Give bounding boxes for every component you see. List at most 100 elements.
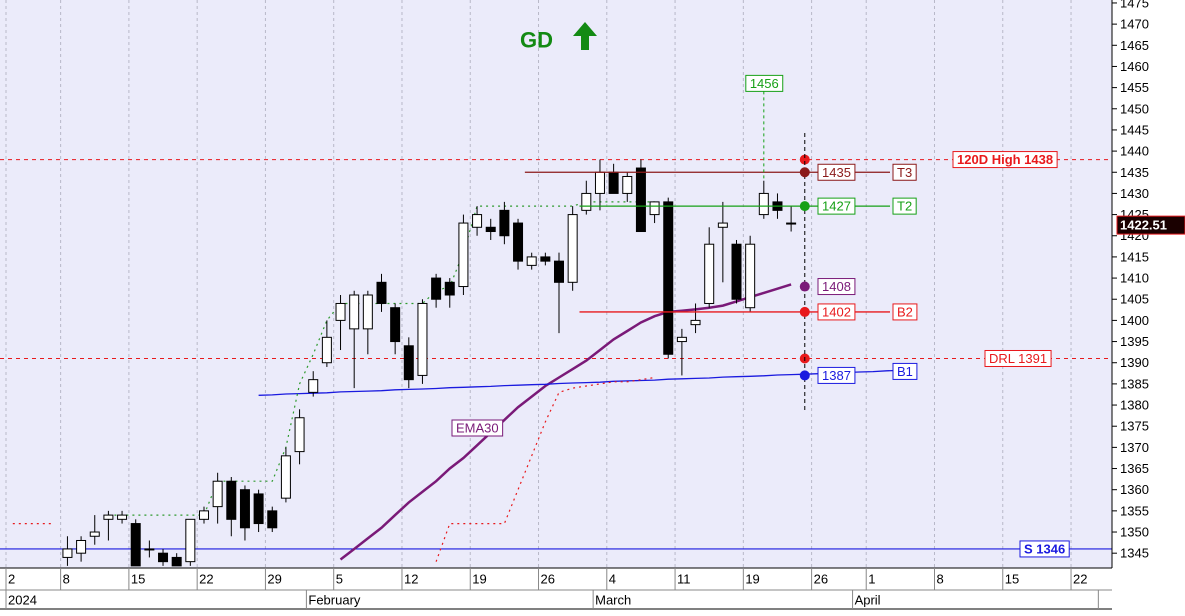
- y-tick-label: 1435: [1120, 165, 1149, 180]
- candle-body: [280, 455, 291, 499]
- x-tick-label: 5: [336, 572, 343, 587]
- level-label: S 1346: [1024, 541, 1065, 556]
- x-tick-label: 8: [63, 572, 70, 587]
- candle-body: [130, 523, 141, 567]
- level-dot: [799, 154, 810, 165]
- series-line: [12, 376, 655, 562]
- x-tick-label: 22: [1073, 572, 1087, 587]
- x-tick-label: 1: [868, 572, 875, 587]
- candle-body: [554, 260, 564, 283]
- series-name-label-box: [892, 362, 918, 380]
- x-tick-label: 19: [745, 572, 759, 587]
- x-tick-label: 11: [677, 572, 691, 587]
- candle-body: [540, 256, 551, 262]
- target-name-label: T3: [897, 165, 912, 180]
- y-tick-label: 1475: [1120, 0, 1149, 10]
- x-tick-label: 26: [541, 572, 555, 587]
- up-arrow: [573, 22, 597, 50]
- x-month-label: March: [595, 593, 631, 608]
- candle-body: [89, 531, 100, 537]
- target-value-label-box: [817, 163, 856, 181]
- series-end-label: 1387: [822, 368, 851, 383]
- x-month-label: April: [855, 593, 881, 608]
- y-tick-label: 1355: [1120, 503, 1149, 518]
- target-value-label-box: [817, 303, 856, 321]
- candle-body: [212, 480, 223, 508]
- candle-body: [403, 345, 414, 381]
- y-tick-label: 1345: [1120, 546, 1149, 561]
- x-tick-label: 4: [609, 572, 616, 587]
- candle-body: [485, 226, 496, 233]
- candle-body: [376, 281, 387, 304]
- candle-body: [267, 510, 278, 529]
- y-tick-label: 1460: [1120, 59, 1149, 74]
- target-high-label: 1456: [750, 76, 779, 91]
- series-end-dot: [799, 370, 810, 381]
- x-tick-label: 2: [8, 572, 15, 587]
- candle-body: [239, 489, 250, 529]
- y-tick-label: 1365: [1120, 461, 1149, 476]
- y-tick-label: 1395: [1120, 334, 1149, 349]
- y-tick-label: 1455: [1120, 80, 1149, 95]
- candle-body: [526, 256, 537, 266]
- candle-body: [676, 336, 687, 343]
- candle-body: [567, 214, 578, 283]
- series-name-label: B1: [897, 364, 913, 379]
- candle-body: [458, 222, 469, 288]
- target-value-label: 1402: [822, 304, 851, 319]
- level-label-box: [1019, 540, 1070, 558]
- y-tick-label: 1380: [1120, 398, 1149, 413]
- level-label-box: [952, 151, 1058, 169]
- y-tick-label: 1350: [1120, 525, 1149, 540]
- target-dot: [799, 167, 810, 178]
- candle-body: [758, 192, 769, 216]
- x-tick-label: 15: [131, 572, 145, 587]
- y-tick-label: 1375: [1120, 419, 1149, 434]
- series-line: [339, 283, 792, 561]
- target-dot: [799, 201, 810, 212]
- level-label-box: [984, 349, 1052, 367]
- target-name-label: B2: [897, 304, 913, 319]
- candle-body: [472, 214, 483, 228]
- y-tick-label: 1385: [1120, 376, 1149, 391]
- candle-body: [349, 294, 360, 330]
- last-price-box: [1116, 215, 1185, 235]
- x-tick-label: 12: [404, 572, 418, 587]
- y-tick-label: 1405: [1120, 292, 1149, 307]
- candle-body: [745, 243, 756, 309]
- target-name-label-box: [892, 163, 917, 181]
- candle-body: [594, 171, 605, 194]
- plot-background: [0, 0, 1112, 568]
- candle-body: [444, 281, 455, 296]
- candle-body: [649, 201, 660, 216]
- y-tick-label: 1465: [1120, 38, 1149, 53]
- candle-body: [499, 209, 510, 237]
- candle-body: [226, 480, 237, 520]
- series-end-dot: [799, 281, 810, 292]
- target-high-label-box: [745, 74, 784, 92]
- candle-body: [513, 222, 524, 262]
- x-tick-label: 22: [199, 572, 213, 587]
- target-value-label: 1435: [822, 165, 851, 180]
- x-tick-label: 19: [472, 572, 486, 587]
- y-tick-label: 1415: [1120, 249, 1149, 264]
- candle-body: [117, 514, 128, 520]
- candle-body: [335, 302, 346, 321]
- candle-body: [622, 175, 633, 194]
- y-tick-label: 1440: [1120, 144, 1149, 159]
- target-dot: [799, 306, 810, 317]
- x-tick-label: 15: [1005, 572, 1019, 587]
- candle-body: [158, 552, 169, 563]
- plot-area: [0, 0, 1112, 568]
- series-end-label-box: [817, 366, 856, 384]
- series-end-label: 1408: [822, 279, 851, 294]
- level-label: DRL 1391: [989, 351, 1047, 366]
- candle-body: [608, 171, 619, 194]
- candle-body: [663, 201, 674, 355]
- series-name-label-box: [451, 419, 504, 437]
- target-name-label-box: [892, 303, 918, 321]
- x-tick-label: 26: [814, 572, 828, 587]
- candle-body: [417, 302, 428, 376]
- level-label: 120D High 1438: [957, 152, 1053, 167]
